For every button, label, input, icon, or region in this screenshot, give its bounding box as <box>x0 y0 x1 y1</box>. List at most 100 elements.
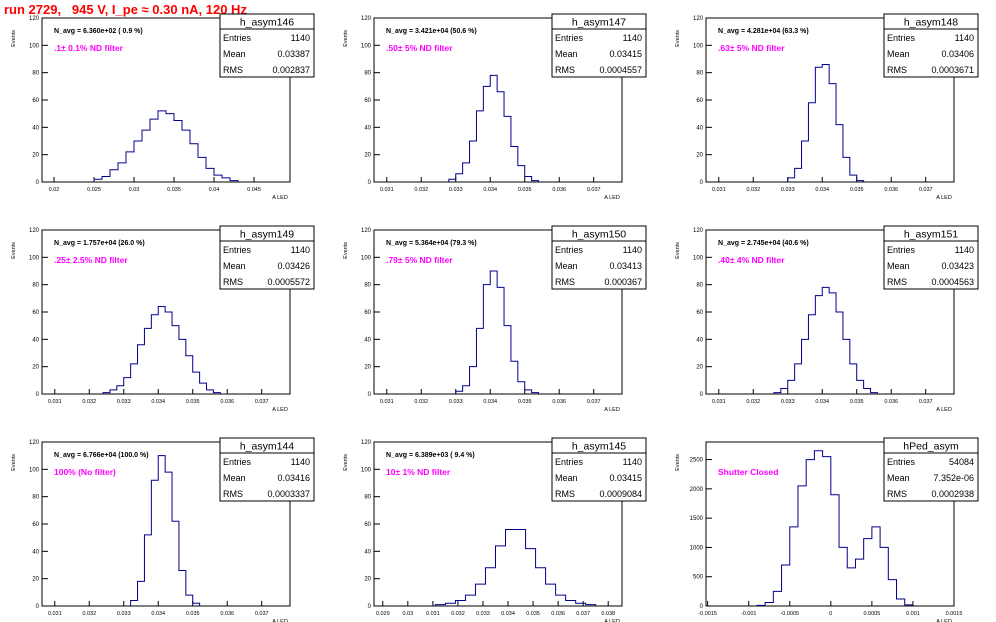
y-tick-label: 120 <box>693 16 704 22</box>
histogram-bin <box>138 345 145 394</box>
stats-value: 0.0003671 <box>931 65 974 75</box>
histogram-bin <box>516 529 526 606</box>
stats-label: Entries <box>555 245 584 255</box>
stats-label: Entries <box>223 457 252 467</box>
x-tick-label: 0.033 <box>117 611 131 617</box>
histogram-bin <box>214 175 222 182</box>
y-tick-label: 20 <box>32 577 39 583</box>
y-tick-label: 1500 <box>690 516 704 522</box>
filter-label: .63± 5% ND filter <box>718 43 785 53</box>
stats-value: 0.0004557 <box>599 65 642 75</box>
histogram-step-line <box>434 528 597 606</box>
histogram-h_asym144: 0 20 40 60 80 100 120 0.031 0.032 0.033 0.034 0.035… <box>11 437 315 622</box>
histogram-bin <box>207 390 214 394</box>
histogram-bin <box>151 315 158 394</box>
y-tick-label: 20 <box>32 365 39 371</box>
histogram-bin <box>158 111 166 182</box>
histogram-bin <box>871 393 878 394</box>
y-axis-label: Events <box>343 30 349 47</box>
y-tick-label: 80 <box>32 283 39 289</box>
histogram-bin <box>166 114 174 182</box>
x-axis-label: A LED <box>272 407 288 413</box>
y-tick-label: 100 <box>693 255 704 261</box>
histogram-bin <box>802 141 809 182</box>
stats-value: 0.03387 <box>277 49 310 59</box>
histogram-bin <box>864 539 872 606</box>
x-tick-label: 0.035 <box>186 611 200 617</box>
x-tick-label: 0.03 <box>402 611 413 617</box>
stats-label: Entries <box>555 457 584 467</box>
stats-label: Entries <box>223 33 252 43</box>
stats-box <box>219 240 315 290</box>
y-tick-label: 0 <box>368 392 372 398</box>
filter-label: 10± 1% ND filter <box>386 467 451 477</box>
histogram-bin <box>165 312 172 394</box>
histogram-bin <box>485 568 495 606</box>
histogram-bin <box>808 103 815 182</box>
stats-value: 0.002837 <box>272 65 310 75</box>
histogram-bin <box>222 178 230 182</box>
stats-value: 0.03413 <box>609 261 642 271</box>
histogram-bin <box>179 570 186 606</box>
histogram-bin <box>546 584 556 606</box>
navg-label: N_avg = 2.745e+04 (40.6 %) <box>718 240 809 247</box>
histogram-bin <box>200 383 207 394</box>
histogram-bin <box>857 380 864 394</box>
stats-label: Mean <box>223 473 246 483</box>
x-tick-label: 0.031 <box>380 399 394 405</box>
x-tick-label: 0.032 <box>746 399 760 405</box>
histogram-bin <box>138 581 145 606</box>
y-tick-label: 20 <box>32 153 39 159</box>
y-tick-label: 100 <box>361 43 372 49</box>
stats-label: Entries <box>887 33 916 43</box>
y-tick-label: 0 <box>36 604 40 610</box>
histogram-bin <box>814 451 822 606</box>
histogram-bin <box>536 568 546 606</box>
x-tick-label: 0.034 <box>483 399 497 405</box>
y-tick-label: 0 <box>368 604 372 610</box>
histogram-bin <box>781 389 788 394</box>
histogram-bin <box>144 535 151 606</box>
stats-box <box>551 28 647 78</box>
histogram-bin <box>158 307 165 394</box>
stats-value: 1140 <box>955 33 974 43</box>
histogram-bin <box>144 328 151 394</box>
histogram-bin <box>463 386 470 394</box>
x-tick-label: 0.032 <box>82 399 96 405</box>
histogram-step-line <box>93 110 239 182</box>
stats-value: 0.03423 <box>941 261 974 271</box>
stats-box <box>551 452 647 502</box>
histogram-bin <box>576 603 586 606</box>
x-tick-label: 0.036 <box>552 187 566 193</box>
navg-label: N_avg = 5.364e+04 (79.3 %) <box>386 240 477 247</box>
histogram-bin <box>476 111 483 182</box>
stats-histogram-name: h_asym151 <box>904 229 958 241</box>
stats-value: 0.03416 <box>277 473 310 483</box>
histogram-bin <box>470 141 477 182</box>
x-tick-label: 0.037 <box>919 399 933 405</box>
x-tick-label: 0.04 <box>209 187 220 193</box>
stats-box <box>883 28 979 78</box>
navg-label: N_avg = 1.757e+04 (26.0 %) <box>54 240 145 247</box>
histogram-bin <box>850 175 857 182</box>
histogram-h_asym151: 0 20 40 60 80 100 120 0.031 0.032 0.033 0.034 0.035… <box>675 225 979 413</box>
y-tick-label: 0 <box>700 604 704 610</box>
y-tick-label: 100 <box>693 43 704 49</box>
histogram-bin <box>470 367 477 394</box>
y-tick-label: 60 <box>696 98 703 104</box>
histogram-bin <box>213 393 220 394</box>
histogram-bin <box>532 181 539 182</box>
x-tick-label: 0.035 <box>186 399 200 405</box>
x-tick-label: 0.031 <box>48 611 62 617</box>
filter-label: .1± 0.1% ND filter <box>54 43 124 53</box>
histogram-bin <box>782 565 790 606</box>
histogram-bin <box>124 378 131 394</box>
filter-label: .25± 2.5% ND filter <box>54 255 128 265</box>
histogram-bin <box>872 527 880 606</box>
stats-box <box>883 240 979 290</box>
x-tick-label: 0.034 <box>501 611 515 617</box>
x-axis-label: A LED <box>272 619 288 622</box>
histogram-bin <box>798 486 806 606</box>
histogram-bin <box>802 339 809 394</box>
x-axis-label: A LED <box>604 195 620 201</box>
